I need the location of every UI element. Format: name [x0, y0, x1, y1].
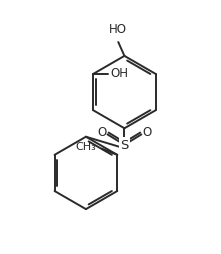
Text: O: O	[142, 126, 151, 139]
Text: CH₃: CH₃	[75, 142, 96, 152]
Text: S: S	[120, 139, 129, 152]
Text: O: O	[97, 126, 107, 139]
Text: HO: HO	[109, 23, 127, 36]
Text: OH: OH	[110, 68, 128, 81]
